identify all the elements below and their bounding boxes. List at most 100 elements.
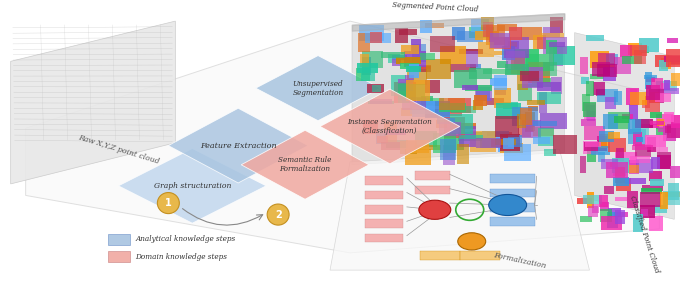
- FancyBboxPatch shape: [494, 74, 507, 90]
- FancyBboxPatch shape: [520, 109, 533, 125]
- FancyBboxPatch shape: [511, 57, 525, 74]
- Text: Raw X,Y,Z point cloud: Raw X,Y,Z point cloud: [77, 133, 160, 166]
- FancyBboxPatch shape: [667, 124, 681, 138]
- FancyBboxPatch shape: [409, 64, 419, 78]
- FancyBboxPatch shape: [624, 178, 646, 184]
- FancyBboxPatch shape: [586, 111, 595, 121]
- FancyBboxPatch shape: [425, 23, 444, 28]
- FancyBboxPatch shape: [665, 192, 681, 197]
- FancyBboxPatch shape: [644, 135, 667, 147]
- FancyBboxPatch shape: [497, 24, 517, 31]
- FancyBboxPatch shape: [614, 116, 629, 123]
- FancyBboxPatch shape: [601, 158, 618, 169]
- FancyBboxPatch shape: [614, 212, 629, 217]
- FancyBboxPatch shape: [652, 78, 663, 89]
- FancyBboxPatch shape: [415, 186, 449, 195]
- FancyBboxPatch shape: [480, 138, 499, 148]
- FancyBboxPatch shape: [400, 63, 419, 69]
- FancyBboxPatch shape: [381, 52, 405, 58]
- FancyBboxPatch shape: [365, 176, 403, 185]
- FancyBboxPatch shape: [411, 65, 431, 69]
- FancyBboxPatch shape: [392, 59, 400, 67]
- FancyBboxPatch shape: [633, 145, 652, 149]
- FancyBboxPatch shape: [597, 136, 607, 151]
- FancyBboxPatch shape: [537, 81, 561, 91]
- FancyBboxPatch shape: [524, 125, 534, 132]
- FancyBboxPatch shape: [475, 85, 492, 101]
- FancyBboxPatch shape: [656, 114, 674, 129]
- FancyBboxPatch shape: [426, 60, 451, 79]
- FancyBboxPatch shape: [490, 37, 511, 49]
- FancyBboxPatch shape: [632, 119, 649, 136]
- Text: 1: 1: [165, 198, 172, 208]
- FancyBboxPatch shape: [413, 66, 430, 72]
- FancyBboxPatch shape: [656, 128, 669, 135]
- FancyBboxPatch shape: [362, 57, 371, 75]
- FancyBboxPatch shape: [659, 192, 668, 208]
- Polygon shape: [26, 21, 659, 253]
- Polygon shape: [352, 14, 565, 165]
- FancyBboxPatch shape: [588, 206, 597, 217]
- FancyBboxPatch shape: [648, 147, 668, 152]
- FancyBboxPatch shape: [469, 27, 494, 38]
- FancyBboxPatch shape: [663, 125, 676, 141]
- FancyBboxPatch shape: [483, 22, 492, 37]
- FancyBboxPatch shape: [411, 109, 438, 117]
- FancyBboxPatch shape: [476, 87, 490, 101]
- FancyBboxPatch shape: [471, 19, 489, 32]
- FancyBboxPatch shape: [646, 85, 660, 100]
- FancyBboxPatch shape: [593, 82, 605, 95]
- FancyBboxPatch shape: [603, 114, 618, 129]
- FancyBboxPatch shape: [599, 63, 614, 68]
- FancyBboxPatch shape: [471, 131, 496, 152]
- FancyBboxPatch shape: [398, 79, 413, 91]
- FancyBboxPatch shape: [616, 178, 631, 191]
- FancyBboxPatch shape: [629, 104, 638, 120]
- FancyBboxPatch shape: [505, 63, 528, 75]
- FancyBboxPatch shape: [592, 62, 609, 76]
- FancyBboxPatch shape: [665, 126, 671, 133]
- FancyBboxPatch shape: [614, 177, 629, 186]
- FancyBboxPatch shape: [520, 71, 539, 81]
- FancyBboxPatch shape: [377, 136, 388, 143]
- FancyBboxPatch shape: [399, 29, 417, 35]
- FancyBboxPatch shape: [494, 139, 516, 145]
- FancyBboxPatch shape: [474, 95, 487, 105]
- Polygon shape: [11, 21, 175, 184]
- FancyBboxPatch shape: [647, 137, 656, 153]
- Polygon shape: [168, 108, 308, 183]
- FancyBboxPatch shape: [640, 192, 661, 206]
- FancyBboxPatch shape: [629, 129, 646, 144]
- FancyBboxPatch shape: [622, 165, 639, 173]
- FancyBboxPatch shape: [622, 56, 642, 64]
- FancyBboxPatch shape: [486, 98, 504, 105]
- FancyBboxPatch shape: [436, 120, 447, 127]
- FancyBboxPatch shape: [584, 142, 598, 151]
- FancyBboxPatch shape: [650, 89, 665, 103]
- FancyBboxPatch shape: [597, 53, 615, 65]
- Circle shape: [267, 204, 289, 225]
- FancyBboxPatch shape: [370, 32, 382, 43]
- FancyBboxPatch shape: [657, 155, 671, 169]
- FancyBboxPatch shape: [533, 127, 554, 136]
- FancyBboxPatch shape: [580, 216, 592, 222]
- FancyBboxPatch shape: [503, 138, 514, 149]
- FancyBboxPatch shape: [619, 162, 628, 168]
- FancyBboxPatch shape: [518, 84, 531, 101]
- FancyBboxPatch shape: [526, 100, 545, 105]
- FancyBboxPatch shape: [490, 189, 535, 197]
- FancyBboxPatch shape: [398, 83, 409, 103]
- FancyBboxPatch shape: [597, 152, 605, 162]
- FancyBboxPatch shape: [425, 80, 440, 93]
- FancyBboxPatch shape: [636, 136, 643, 142]
- FancyBboxPatch shape: [633, 132, 642, 146]
- FancyBboxPatch shape: [590, 51, 609, 68]
- FancyBboxPatch shape: [586, 81, 594, 96]
- FancyBboxPatch shape: [661, 83, 669, 89]
- FancyBboxPatch shape: [587, 192, 594, 208]
- FancyBboxPatch shape: [630, 92, 647, 105]
- FancyBboxPatch shape: [658, 127, 667, 132]
- FancyBboxPatch shape: [645, 72, 652, 89]
- FancyBboxPatch shape: [486, 25, 505, 45]
- FancyBboxPatch shape: [450, 64, 476, 72]
